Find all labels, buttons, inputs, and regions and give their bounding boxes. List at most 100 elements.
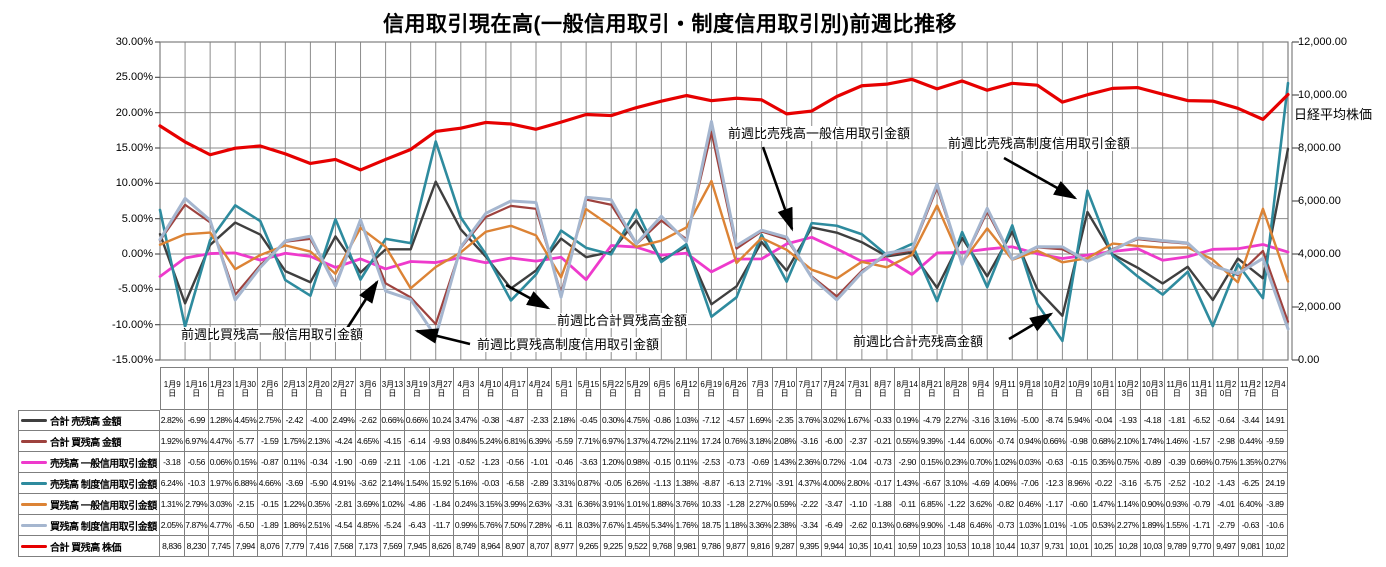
table-value-cell: 9,522 xyxy=(625,536,651,557)
table-value-cell: -6.49 xyxy=(821,515,847,536)
table-value-cell: 0.66% xyxy=(380,410,406,431)
table-value-cell: 1.92% xyxy=(160,431,185,452)
table-value-cell: 4.00% xyxy=(821,473,847,494)
table-value-cell: 2.71% xyxy=(748,473,773,494)
table-value-cell: 1.22% xyxy=(282,494,308,515)
table-row-label: 合計 買残高 株価 xyxy=(18,536,160,557)
table-value-cell: -1.84 xyxy=(429,494,455,515)
table-value-cell: -2.90 xyxy=(895,452,920,473)
date-header-cell: 4月3日 xyxy=(454,367,479,410)
legend-line-swatch xyxy=(21,481,47,485)
table-value-cell: -4.01 xyxy=(1214,494,1239,515)
table-value-cell: -0.73 xyxy=(993,515,1019,536)
table-value-cell: 1.86% xyxy=(282,515,308,536)
table-value-cell: 5.94% xyxy=(1067,410,1092,431)
series-line-3 xyxy=(158,235,1290,282)
date-header-cell: 11月27日 xyxy=(1238,367,1264,410)
table-value-cell: 10,23 xyxy=(919,536,945,557)
table-value-cell: 3.31% xyxy=(552,473,577,494)
table-value-cell: -6.25 xyxy=(1238,473,1264,494)
table-value-cell: 1.37% xyxy=(625,431,651,452)
table-value-cell: 9,395 xyxy=(797,536,822,557)
table-value-cell: -4.87 xyxy=(503,410,528,431)
table-value-cell: -1.04 xyxy=(846,452,871,473)
table-value-cell: 6.40% xyxy=(1238,494,1264,515)
right-axis-title: 日経平均株価 xyxy=(1294,107,1373,122)
table-row-label: 合計 買残高 金額 xyxy=(18,431,160,452)
date-header-cell: 6月12日 xyxy=(674,367,700,410)
table-value-cell: -4.69 xyxy=(969,473,994,494)
date-header-cell: 1月16日 xyxy=(184,367,210,410)
table-value-cell: 4.47% xyxy=(209,431,234,452)
left-axis-tick-label: 10.00% xyxy=(115,177,153,190)
table-value-cell: 0.30% xyxy=(601,410,626,431)
table-value-cell: 3.18% xyxy=(748,431,773,452)
table-value-cell: -5.90 xyxy=(307,473,332,494)
table-value-cell: 2.82% xyxy=(160,410,185,431)
table-value-cell: 0.84% xyxy=(454,431,479,452)
table-value-cell: 1.74% xyxy=(1140,431,1166,452)
table-value-cell: 6.88% xyxy=(233,473,259,494)
table-value-cell: 2.27% xyxy=(944,410,970,431)
table-row-label-text: 合計 買残高 金額 xyxy=(50,437,122,449)
table-row-label: 買残高 制度信用取引金額 xyxy=(18,515,160,536)
table-value-cell: 9,081 xyxy=(1238,536,1264,557)
table-value-cell: -3.63 xyxy=(576,452,602,473)
table-value-cell: 7.50% xyxy=(503,515,528,536)
table-value-cell: -2.22 xyxy=(797,494,822,515)
legend-line-swatch xyxy=(21,523,47,527)
table-value-cell: 10,41 xyxy=(870,536,896,557)
table-value-cell: 5.24% xyxy=(478,431,504,452)
table-value-cell: 6.46% xyxy=(969,515,994,536)
table-value-cell: 1.02% xyxy=(380,494,406,515)
date-header-cell: 7月24日 xyxy=(821,367,847,410)
table-value-cell: -6.43 xyxy=(405,515,430,536)
table-value-cell: 7.67% xyxy=(601,515,626,536)
table-value-cell: 9,287 xyxy=(772,536,798,557)
date-header-cell: 7月17日 xyxy=(797,367,822,410)
table-value-cell: 8,907 xyxy=(503,536,528,557)
date-header-cell: 12月4日 xyxy=(1263,367,1288,410)
table-value-cell: -0.98 xyxy=(1067,431,1092,452)
table-value-cell: 5.34% xyxy=(650,515,675,536)
table-value-cell: 9,768 xyxy=(650,536,675,557)
annotation-total-buy: 前週比合計買残高金額 xyxy=(556,313,689,328)
date-header-cell: 1月23日 xyxy=(209,367,234,410)
table-value-cell: 9,786 xyxy=(699,536,724,557)
table-value-cell: 1.67% xyxy=(846,410,871,431)
table-value-cell: -1.23 xyxy=(478,452,504,473)
annotation-sell-system: 前週比売残高制度信用取引金額 xyxy=(947,136,1132,151)
table-value-cell: -3.16 xyxy=(797,431,822,452)
table-value-cell: 7,569 xyxy=(380,536,406,557)
table-value-cell: -0.05 xyxy=(601,473,626,494)
table-value-cell: 2.27% xyxy=(1116,515,1141,536)
chart-data-table: 1月9日 1月16日 1月23日 1月30日 2月6日 2月13日 2月20日 2月27日 3月… xyxy=(18,367,1288,557)
series-line-1 xyxy=(158,147,1290,317)
table-value-cell: -6.52 xyxy=(1189,410,1215,431)
table-value-cell: -1.05 xyxy=(1067,515,1092,536)
table-row-label-text: 買残高 一般信用取引金額 xyxy=(50,500,157,512)
table-value-cell: -2.79 xyxy=(1214,515,1239,536)
table-value-cell: -1.57 xyxy=(1189,431,1215,452)
series-line-7 xyxy=(158,77,1290,172)
table-value-cell: 18.75 xyxy=(699,515,724,536)
date-header-cell: 1月9日 xyxy=(160,367,185,410)
table-value-cell: 0.35% xyxy=(1091,452,1117,473)
table-value-cell: -0.87 xyxy=(258,452,283,473)
table-value-cell: 2.08% xyxy=(772,431,798,452)
date-header-cell: 4月24日 xyxy=(527,367,553,410)
table-value-cell: 2.80% xyxy=(846,473,871,494)
right-axis-tick-label: 0.00 xyxy=(1298,354,1320,366)
table-value-cell: 1.47% xyxy=(1091,494,1117,515)
table-value-cell: -5.75 xyxy=(1140,473,1166,494)
table-value-cell: 4.66% xyxy=(258,473,283,494)
left-axis-tick-label: 30.00% xyxy=(115,36,153,48)
table-value-cell: -8.87 xyxy=(699,473,724,494)
table-value-cell: 14.91 xyxy=(1263,410,1288,431)
table-value-cell: 8.03% xyxy=(576,515,602,536)
table-value-cell: 6.26% xyxy=(625,473,651,494)
table-value-cell: -4.57 xyxy=(723,410,749,431)
table-value-cell: -0.86 xyxy=(650,410,675,431)
table-value-cell: 6.00% xyxy=(969,431,994,452)
table-value-cell: 0.13% xyxy=(870,515,896,536)
